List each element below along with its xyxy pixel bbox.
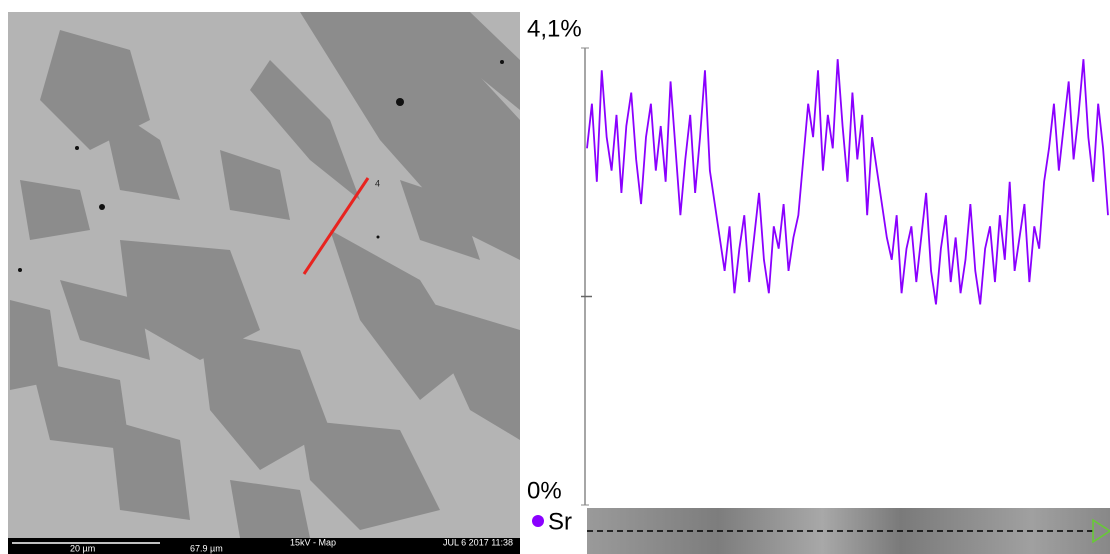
field-width: 67.9 µm xyxy=(190,543,223,553)
conditions: 15kV - Map xyxy=(290,537,336,547)
sem-image: 4 20 µm 15kV - Map JUL 6 2017 11:38 67.9… xyxy=(8,12,520,554)
dark-phase xyxy=(10,12,520,538)
strip-arrow xyxy=(1092,518,1110,544)
pores xyxy=(18,60,504,272)
scan-label: 4 xyxy=(375,178,380,188)
y-tick-label: 0% xyxy=(527,477,562,504)
legend-marker xyxy=(532,515,544,527)
scan-line xyxy=(302,177,370,275)
data-line xyxy=(586,59,1109,305)
scale-label: 20 µm xyxy=(70,543,95,553)
legend-label: Sr xyxy=(548,508,572,535)
line-strip xyxy=(587,508,1110,554)
info-bar xyxy=(8,538,520,554)
y-tick-label: 4,1% xyxy=(527,15,582,42)
date: JUL 6 2017 11:38 xyxy=(443,537,513,547)
